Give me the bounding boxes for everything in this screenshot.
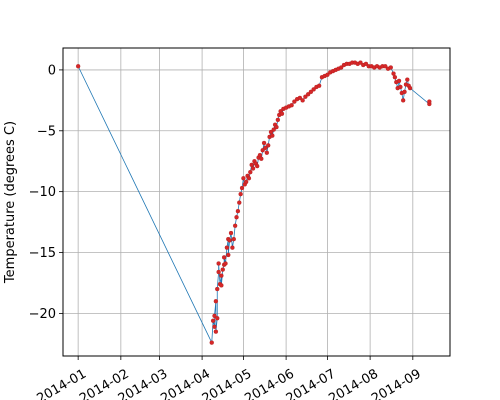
data-point	[279, 111, 285, 116]
data-point	[259, 156, 264, 161]
data-point	[289, 103, 294, 108]
data-point	[249, 162, 254, 168]
data-point	[228, 230, 234, 236]
data-point	[212, 313, 217, 318]
data-point	[212, 324, 217, 329]
data-point	[250, 166, 256, 171]
data-point	[219, 273, 224, 278]
data-point	[230, 245, 235, 250]
y-tick-label: −20	[29, 307, 56, 322]
data-point	[401, 98, 406, 103]
data-point	[215, 316, 220, 321]
data-point	[210, 318, 216, 323]
data-point	[235, 208, 241, 214]
data-point	[270, 133, 275, 138]
data-point	[237, 200, 242, 205]
data-point	[383, 64, 388, 69]
data-point	[388, 65, 393, 70]
data-point	[219, 283, 224, 288]
data-point	[76, 64, 81, 69]
y-tick-label: 0	[48, 63, 56, 78]
data-point	[226, 252, 231, 258]
data-point	[358, 60, 363, 65]
data-point	[317, 83, 322, 88]
data-point	[305, 92, 311, 97]
y-axis: 0 −5 −10 −15 −20	[29, 63, 63, 322]
data-point	[221, 255, 227, 260]
data-point	[405, 77, 410, 82]
data-point	[268, 129, 274, 135]
y-tick-label: −5	[37, 124, 56, 139]
data-point	[263, 145, 268, 150]
data-point	[246, 176, 252, 181]
data-point	[292, 99, 297, 104]
y-axis-label: Temperature (degrees C)	[3, 121, 18, 284]
data-point	[232, 223, 238, 228]
data-point	[255, 163, 260, 169]
data-point	[248, 170, 253, 175]
data-point	[398, 84, 403, 90]
data-point	[213, 299, 219, 304]
data-point	[216, 261, 221, 266]
data-point	[297, 95, 303, 101]
data-point	[241, 176, 246, 181]
data-point	[266, 143, 271, 148]
y-tick-label: −10	[29, 185, 56, 200]
plot-area	[76, 60, 432, 345]
data-point	[215, 286, 220, 292]
data-point	[231, 236, 236, 242]
data-point	[260, 148, 265, 153]
grid	[63, 48, 450, 356]
data-point	[339, 65, 344, 70]
y-tick-label: −15	[29, 246, 56, 261]
data-point	[274, 124, 279, 130]
data-point	[402, 89, 407, 94]
data-point	[325, 72, 330, 77]
data-point	[239, 185, 245, 191]
axes-frame	[62, 47, 451, 357]
data-point	[311, 87, 316, 92]
data-point	[216, 269, 221, 275]
data-point	[264, 150, 269, 155]
data-point	[271, 127, 276, 132]
data-point	[303, 94, 308, 99]
data-point	[392, 75, 398, 80]
data-point	[224, 245, 230, 250]
data-point	[213, 329, 219, 334]
data-point	[227, 238, 232, 243]
data-point	[396, 78, 402, 84]
data-point	[209, 340, 214, 345]
data-point	[308, 89, 314, 94]
data-point	[223, 261, 228, 266]
data-point	[407, 86, 413, 91]
data-point	[261, 140, 267, 146]
data-point	[391, 71, 396, 76]
data-point	[234, 215, 239, 220]
data-point	[257, 152, 263, 158]
data-point	[238, 191, 243, 197]
data-point	[427, 99, 432, 104]
data-point	[363, 61, 369, 66]
data-point	[275, 117, 281, 122]
data-point	[244, 179, 249, 185]
data-point	[220, 267, 225, 272]
data-point	[300, 98, 305, 103]
